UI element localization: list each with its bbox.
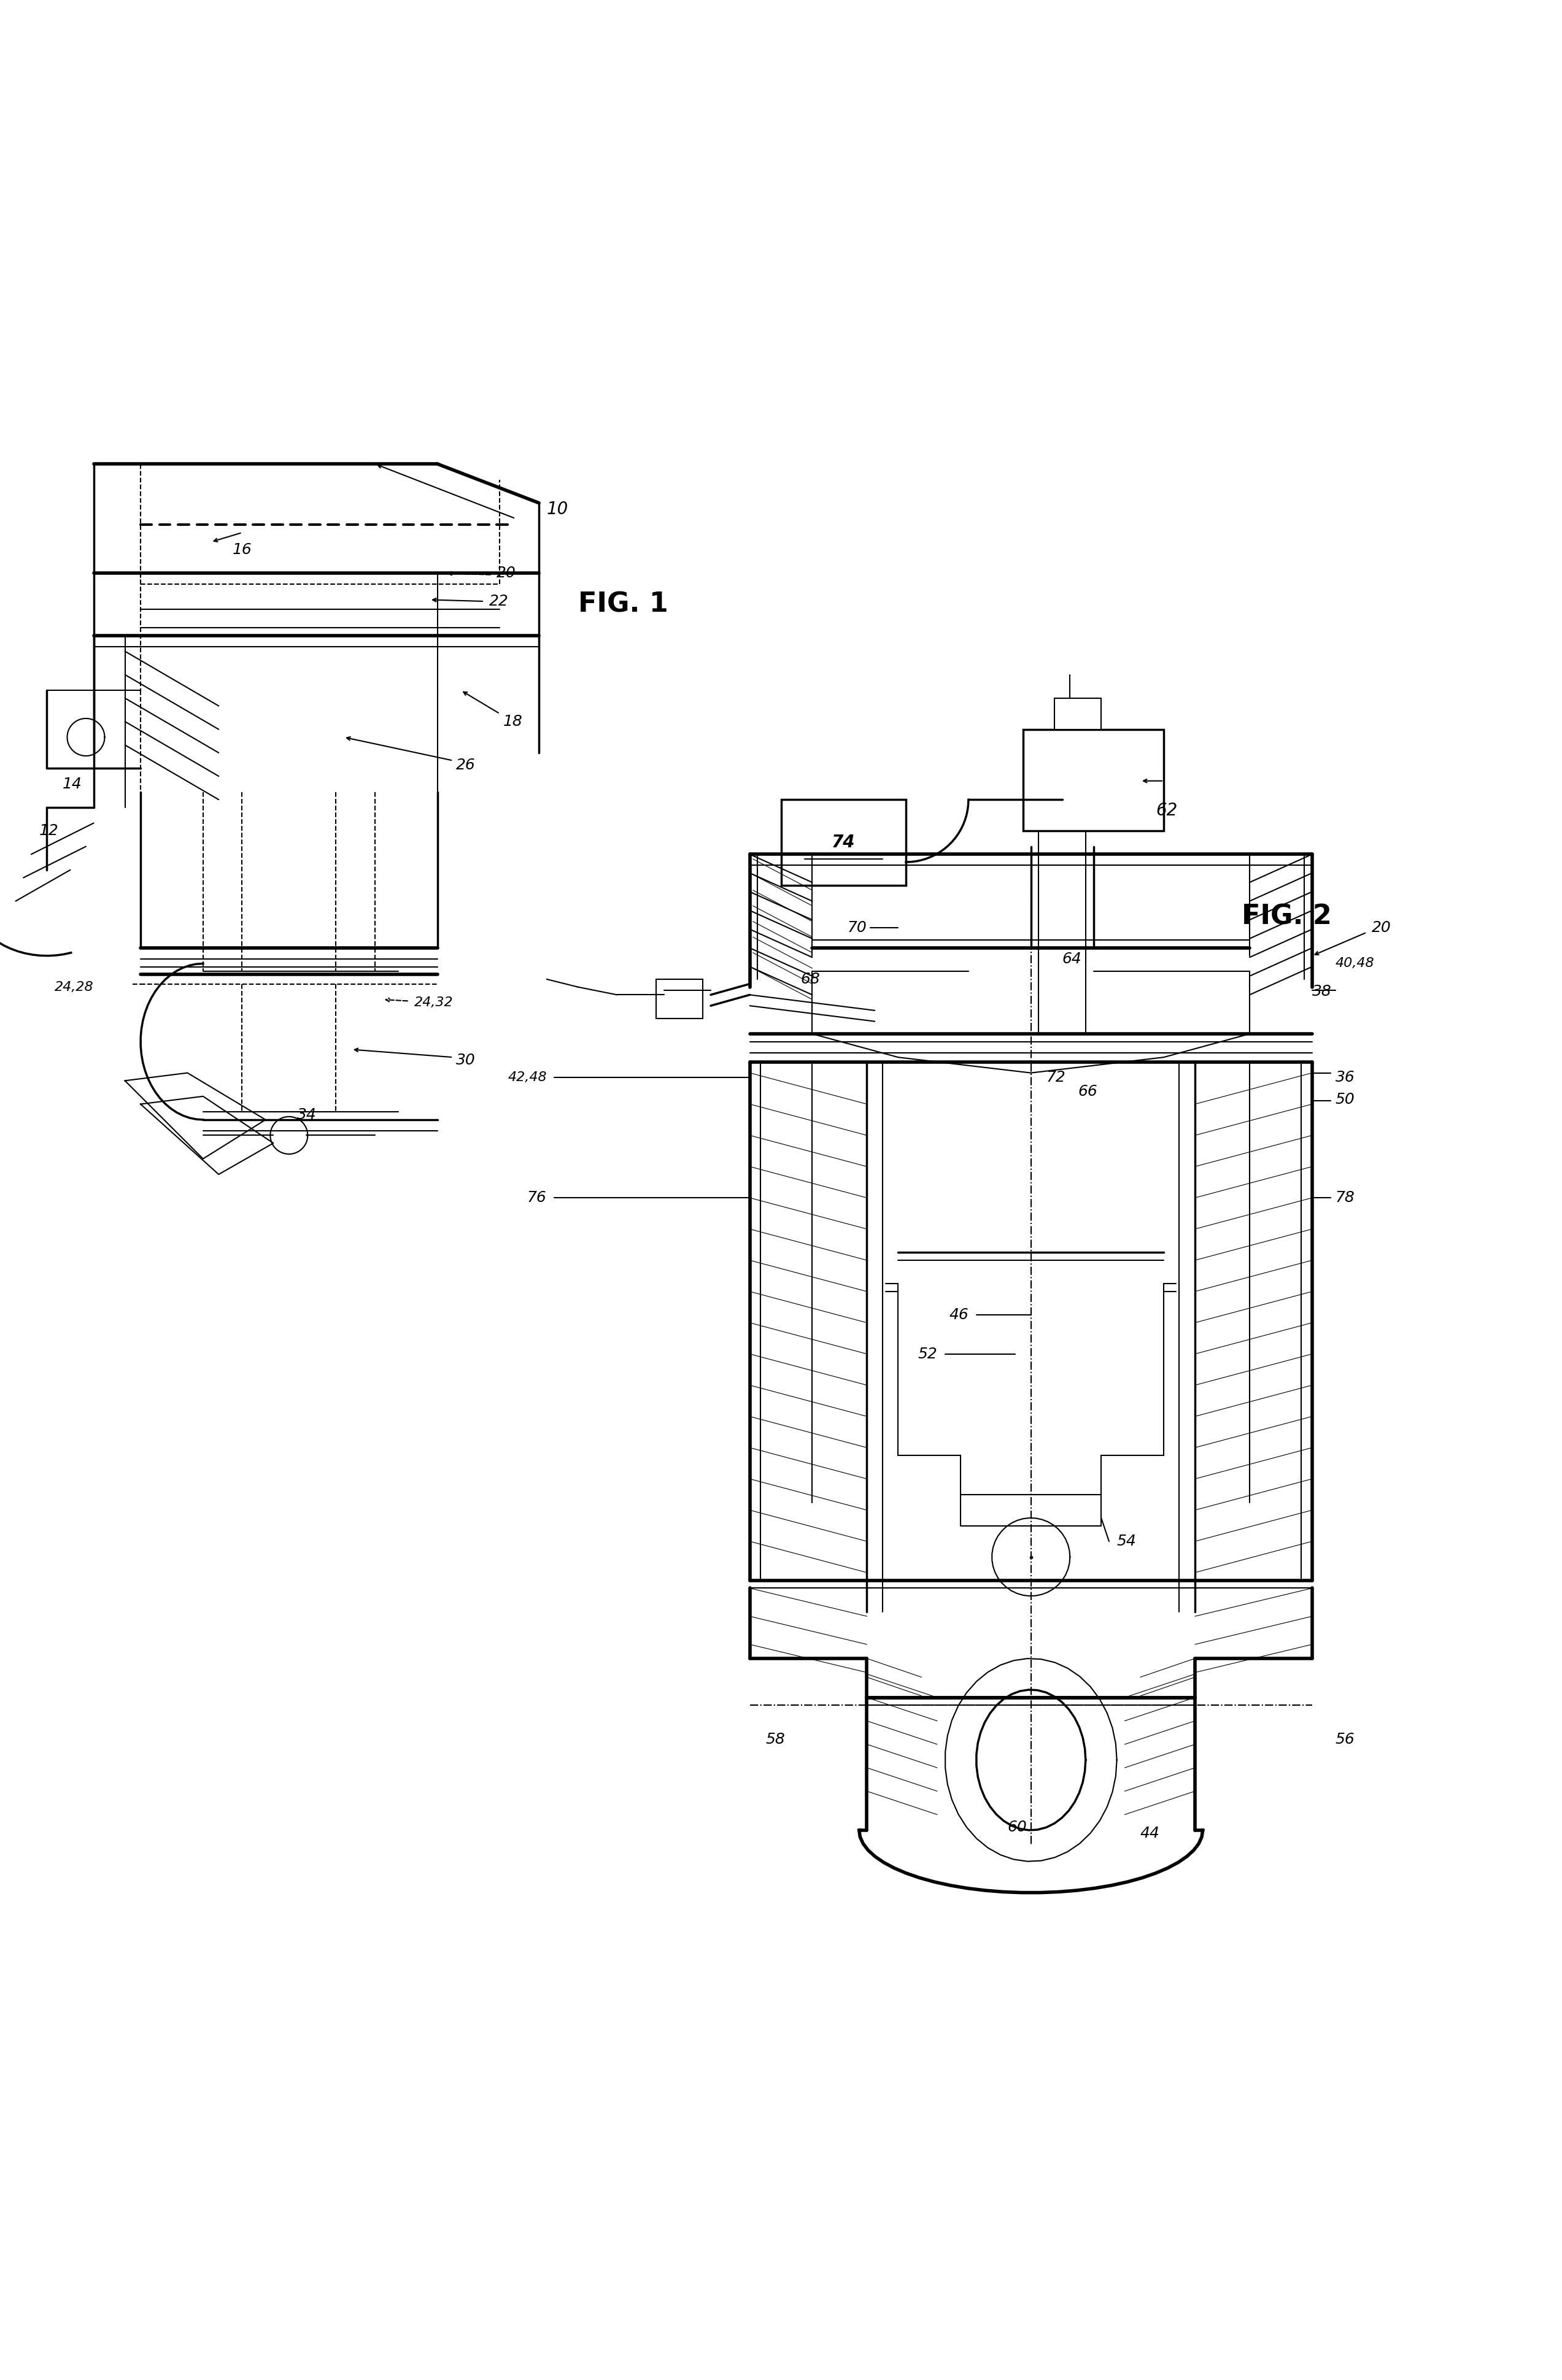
Text: 54: 54 — [1117, 1535, 1136, 1549]
Text: 18: 18 — [503, 714, 522, 728]
Text: 40,48: 40,48 — [1336, 957, 1375, 969]
Text: 46: 46 — [950, 1307, 968, 1323]
Text: 34: 34 — [297, 1107, 316, 1123]
Text: 22: 22 — [489, 595, 508, 609]
Text: 72: 72 — [1047, 1071, 1065, 1085]
Text: 10: 10 — [547, 500, 569, 519]
Text: 20: 20 — [497, 566, 515, 581]
Text: 68: 68 — [801, 971, 820, 988]
Text: 24,28: 24,28 — [55, 981, 94, 992]
Text: 64: 64 — [1062, 952, 1081, 966]
Text: 74: 74 — [831, 833, 856, 852]
Bar — [656, 978, 703, 1019]
Text: 52: 52 — [918, 1347, 937, 1361]
Text: 12: 12 — [39, 823, 58, 838]
Text: 14: 14 — [62, 776, 81, 793]
Text: 36: 36 — [1336, 1071, 1354, 1085]
Text: 70: 70 — [848, 921, 867, 935]
Text: FIG. 1: FIG. 1 — [578, 590, 669, 619]
Text: FIG. 2: FIG. 2 — [1242, 904, 1332, 931]
Text: 26: 26 — [456, 757, 475, 774]
Text: 44: 44 — [1140, 1825, 1159, 1840]
Text: 58: 58 — [765, 1733, 784, 1747]
Text: 66: 66 — [1078, 1085, 1097, 1100]
Bar — [781, 800, 906, 885]
Text: 42,48: 42,48 — [508, 1071, 547, 1083]
Text: 78: 78 — [1336, 1190, 1354, 1204]
Text: 62: 62 — [1156, 802, 1178, 819]
Text: 24,32: 24,32 — [414, 997, 453, 1009]
Text: 50: 50 — [1336, 1092, 1354, 1107]
Text: 16: 16 — [233, 543, 251, 557]
Text: 30: 30 — [456, 1052, 475, 1069]
Bar — [1054, 697, 1101, 728]
Text: 20: 20 — [1371, 921, 1390, 935]
Text: 38: 38 — [1312, 985, 1331, 1000]
Bar — [1023, 728, 1164, 831]
Text: 76: 76 — [528, 1190, 547, 1204]
Text: 56: 56 — [1336, 1733, 1354, 1747]
Text: 60: 60 — [1007, 1821, 1026, 1835]
